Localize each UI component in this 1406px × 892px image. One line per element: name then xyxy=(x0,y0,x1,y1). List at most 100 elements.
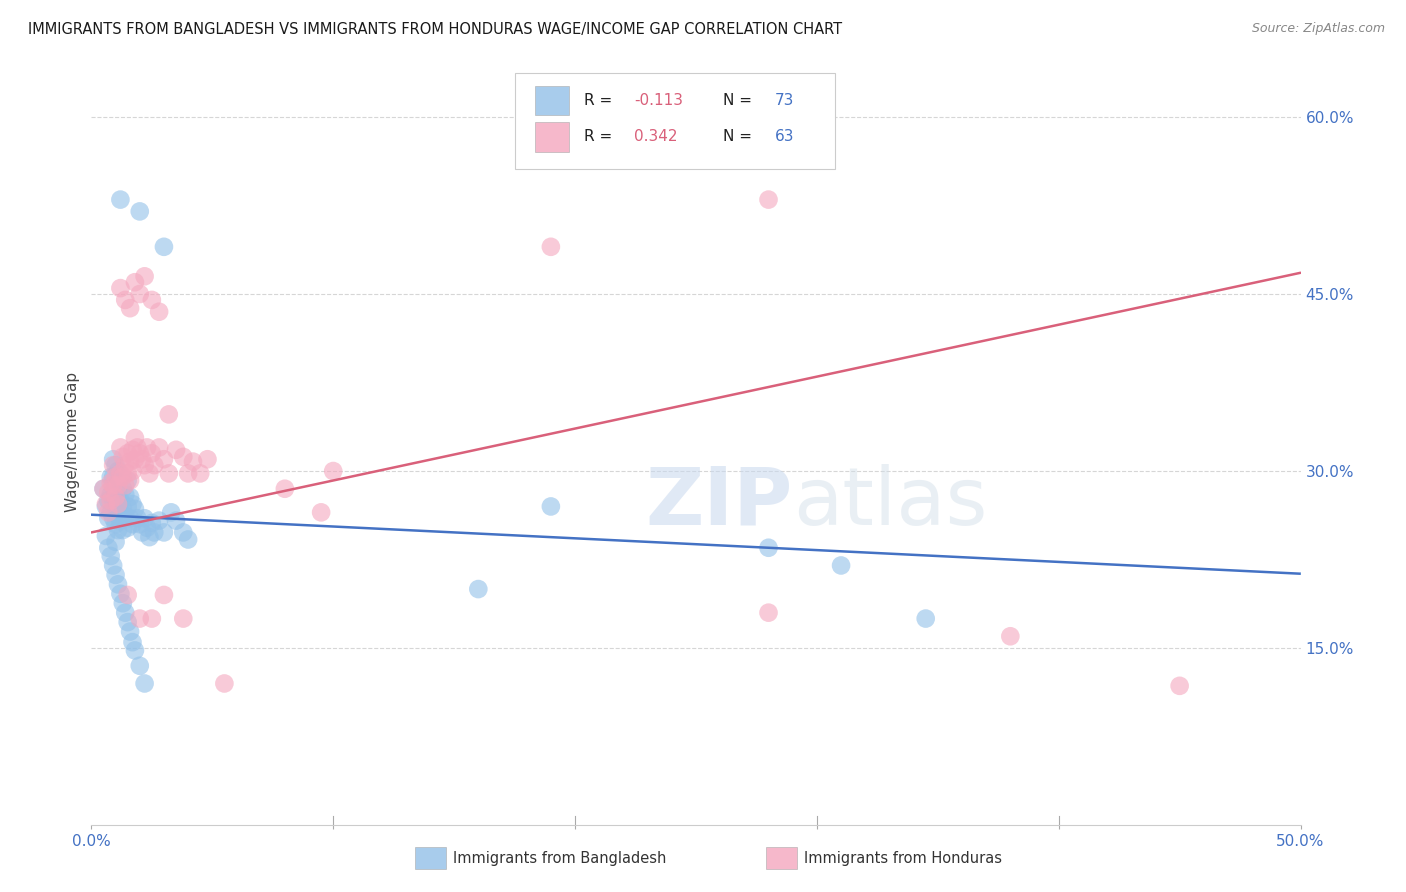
Point xyxy=(120,490,142,504)
Point xyxy=(914,611,936,625)
Point xyxy=(177,533,200,547)
Point xyxy=(141,293,163,307)
Point xyxy=(153,525,176,540)
Point xyxy=(128,446,150,460)
Text: Immigrants from Honduras: Immigrants from Honduras xyxy=(804,851,1002,865)
Point xyxy=(540,500,562,514)
Point xyxy=(110,493,132,508)
Text: atlas: atlas xyxy=(793,464,987,542)
Point xyxy=(172,525,194,540)
Point xyxy=(107,505,129,519)
Point xyxy=(177,467,200,481)
Text: 0.342: 0.342 xyxy=(634,129,678,145)
Point xyxy=(127,511,149,525)
Text: Immigrants from Bangladesh: Immigrants from Bangladesh xyxy=(453,851,666,865)
Text: Source: ZipAtlas.com: Source: ZipAtlas.com xyxy=(1251,22,1385,36)
Point xyxy=(153,452,176,467)
Point xyxy=(128,658,150,673)
Point xyxy=(104,517,127,532)
Point xyxy=(114,478,136,492)
Point xyxy=(111,596,134,610)
Point xyxy=(111,482,134,496)
Point xyxy=(165,442,187,457)
Point xyxy=(124,501,146,516)
Point xyxy=(100,488,122,502)
Point xyxy=(107,464,129,478)
Point xyxy=(104,500,127,514)
Point xyxy=(120,454,142,468)
Point xyxy=(124,452,146,467)
Point xyxy=(309,505,332,519)
Point xyxy=(104,458,127,472)
Point xyxy=(121,464,143,478)
Point xyxy=(100,475,122,490)
Point xyxy=(104,534,127,549)
Point xyxy=(111,501,134,516)
Y-axis label: Wage/Income Gap: Wage/Income Gap xyxy=(65,371,80,512)
Point xyxy=(134,269,156,284)
Text: -0.113: -0.113 xyxy=(634,93,683,108)
Point xyxy=(114,606,136,620)
Text: N =: N = xyxy=(723,129,756,145)
Point xyxy=(110,467,132,481)
Point xyxy=(758,606,780,620)
Point xyxy=(214,676,236,690)
Point xyxy=(107,523,129,537)
Point xyxy=(153,588,176,602)
Point xyxy=(114,508,136,523)
Point xyxy=(101,558,124,573)
Text: 73: 73 xyxy=(775,93,794,108)
Point xyxy=(128,517,150,532)
Point xyxy=(134,511,156,525)
Point xyxy=(107,478,129,492)
Point xyxy=(110,470,132,484)
Point xyxy=(97,493,120,508)
Point xyxy=(110,514,132,528)
Point xyxy=(758,193,780,207)
Point xyxy=(157,467,180,481)
Text: 63: 63 xyxy=(775,129,794,145)
Point xyxy=(138,467,160,481)
Point xyxy=(117,588,139,602)
Point xyxy=(121,517,143,532)
Point xyxy=(114,458,136,472)
Point xyxy=(148,304,170,318)
Point xyxy=(121,442,143,457)
Point xyxy=(153,240,176,254)
Point xyxy=(120,474,142,488)
Point xyxy=(1168,679,1191,693)
Point xyxy=(114,488,136,502)
Point xyxy=(107,497,129,511)
Point xyxy=(121,635,143,649)
Point xyxy=(141,611,163,625)
Point xyxy=(101,511,124,525)
Point xyxy=(117,474,139,488)
Point xyxy=(117,521,139,535)
Text: IMMIGRANTS FROM BANGLADESH VS IMMIGRANTS FROM HONDURAS WAGE/INCOME GAP CORRELATI: IMMIGRANTS FROM BANGLADESH VS IMMIGRANTS… xyxy=(28,22,842,37)
Point xyxy=(101,493,124,508)
Point xyxy=(758,541,780,555)
Point xyxy=(131,452,153,467)
Text: R =: R = xyxy=(583,93,617,108)
Point xyxy=(134,458,156,472)
Point xyxy=(124,275,146,289)
Point xyxy=(138,530,160,544)
Point xyxy=(101,452,124,467)
Point xyxy=(114,293,136,307)
Point xyxy=(124,431,146,445)
Point xyxy=(111,450,134,464)
Point xyxy=(117,467,139,481)
Bar xyxy=(536,86,569,115)
Point xyxy=(107,577,129,591)
Point xyxy=(93,482,115,496)
Point xyxy=(157,408,180,422)
Point xyxy=(97,541,120,555)
Point xyxy=(97,505,120,519)
Point xyxy=(121,497,143,511)
Point xyxy=(124,643,146,657)
Point xyxy=(101,470,124,484)
Point xyxy=(134,676,156,690)
Point xyxy=(148,441,170,455)
Point xyxy=(110,587,132,601)
Point xyxy=(136,521,159,535)
